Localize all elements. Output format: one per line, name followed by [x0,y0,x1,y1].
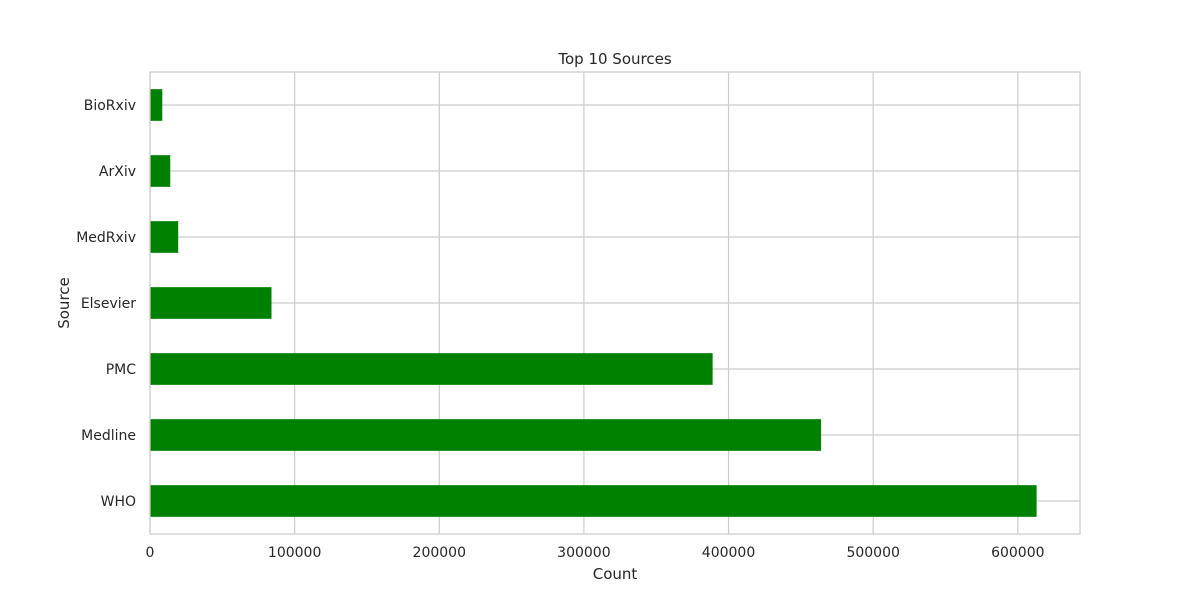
bars [150,89,1037,517]
x-tick-label: 200000 [413,545,466,561]
y-tick-label: MedRxiv [76,230,136,246]
bar-biorxiv [150,89,163,121]
y-tick-label: WHO [101,494,136,510]
y-tick-label: Elsevier [81,296,136,312]
x-tick-label: 300000 [557,545,610,561]
y-tick-labels: WHO Medline PMC Elsevier MedRxiv ArXiv BioRxiv [76,98,136,510]
plot-frame [149,71,1081,535]
bar-who [150,485,1037,517]
y-tick-label: PMC [106,362,137,378]
x-tick-labels: 0 100000 200000 300000 400000 500000 600000 [146,545,1045,561]
y-tick-label: BioRxiv [84,98,136,114]
chart-title: Top 10 Sources [557,50,671,68]
bar-medrxiv [150,221,179,253]
bar-elsevier [150,287,272,319]
x-tick-label: 500000 [846,545,899,561]
x-axis-label: Count [593,565,638,583]
bar-arxiv [150,155,171,187]
y-tick-label: ArXiv [99,164,136,180]
bar-pmc [150,353,713,385]
y-axis-label: Source [55,277,73,329]
x-tick-label: 400000 [702,545,755,561]
grid-lines [149,72,1080,534]
bar-medline [150,419,822,451]
y-tick-label: Medline [81,428,136,444]
x-tick-label: 0 [146,545,155,561]
x-tick-label: 600000 [991,545,1044,561]
x-tick-label: 100000 [268,545,321,561]
